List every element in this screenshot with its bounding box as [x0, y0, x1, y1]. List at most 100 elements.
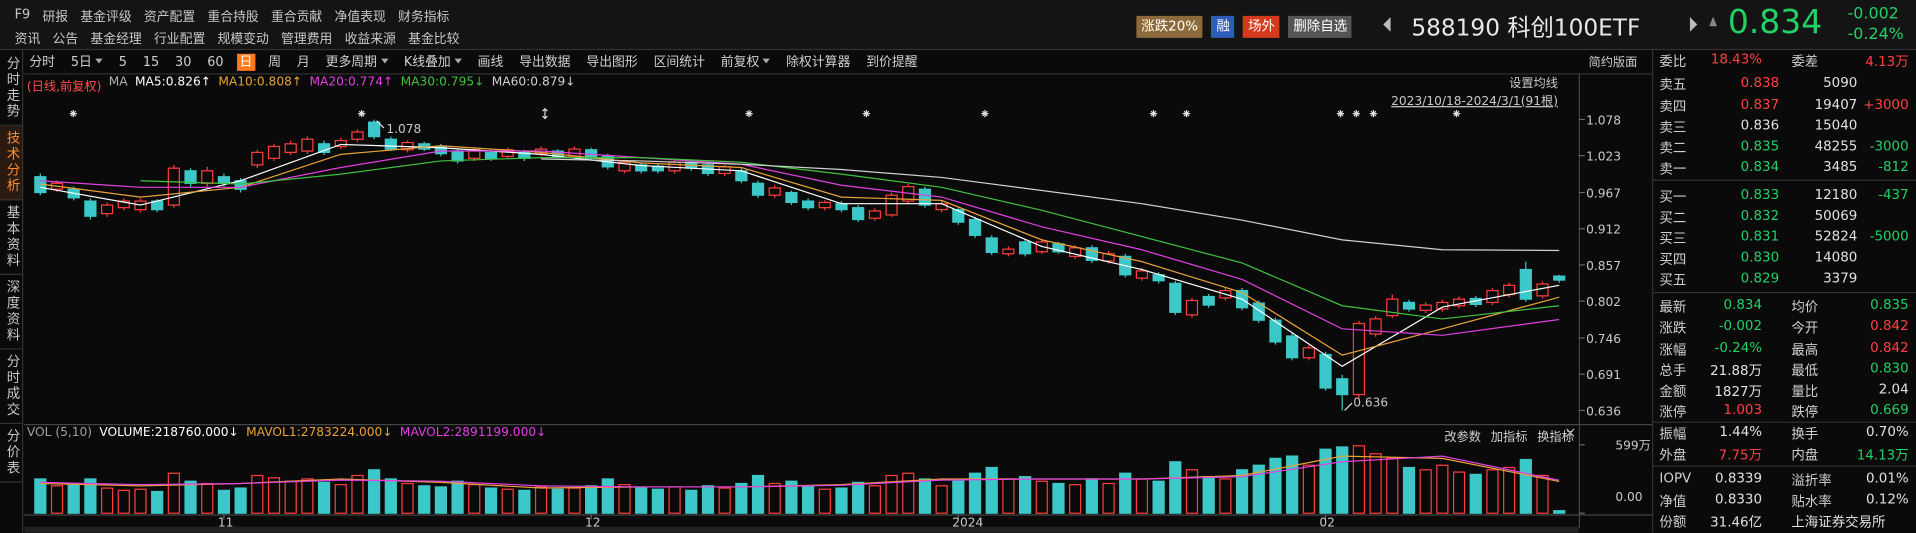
toolbar-item[interactable]: 周	[268, 54, 282, 70]
volume-bar	[718, 487, 731, 514]
volume-bar	[935, 485, 948, 514]
y-tick-label: 1.023	[1586, 150, 1621, 164]
label: 涨跌	[1659, 320, 1687, 337]
next-button[interactable]	[1689, 17, 1698, 32]
alert-icon[interactable]	[1709, 16, 1717, 27]
toolbar-item[interactable]: 画线	[477, 54, 504, 70]
panel-button[interactable]: 换指标	[1537, 431, 1574, 445]
side-tab[interactable]: 分时成交	[0, 349, 22, 425]
volume: 50069	[1814, 207, 1858, 224]
volume-bar	[151, 490, 164, 514]
price: 0.833	[1740, 186, 1780, 203]
volume-bar	[518, 489, 531, 514]
event-icon	[1182, 109, 1191, 118]
tag[interactable]: 涨跌20%	[1136, 15, 1203, 38]
menu-item[interactable]: 规模变动	[217, 31, 269, 47]
menu-item[interactable]: 公告	[52, 31, 79, 47]
candle-body	[868, 210, 881, 219]
candle-body	[818, 201, 831, 209]
event-icon	[981, 109, 989, 118]
side-tab[interactable]: 分价表	[0, 424, 22, 483]
menu-item[interactable]: 行业配置	[153, 31, 206, 47]
menu-item[interactable]: 净值表现	[334, 9, 386, 25]
label: 卖三	[1659, 119, 1687, 136]
ma-setting[interactable]: 设置均线	[1509, 76, 1558, 90]
prev-button[interactable]	[1383, 17, 1391, 32]
volume-bar	[368, 469, 381, 514]
delta: -3000	[1869, 138, 1909, 154]
volume-bar	[1269, 457, 1282, 514]
menu-item[interactable]: 基金比较	[408, 31, 460, 47]
panel-button[interactable]: 改参数	[1444, 431, 1481, 445]
scrollbar[interactable]	[24, 526, 1579, 533]
toolbar-item[interactable]: 15	[142, 54, 160, 70]
menu-item[interactable]: 资讯	[14, 31, 41, 47]
volume-bar	[835, 487, 848, 514]
volume-bar	[1135, 478, 1149, 514]
menu-item[interactable]: 研报	[42, 9, 69, 25]
side-tab[interactable]: 分时走势	[0, 51, 22, 126]
menu-item[interactable]: 基金经理	[90, 31, 142, 47]
volume-bar	[1553, 510, 1566, 514]
volume-bar	[451, 480, 464, 514]
toolbar-item[interactable]: 导出数据	[519, 54, 571, 70]
last-price: 0.834	[1727, 3, 1823, 42]
menu-item[interactable]: 收益来源	[344, 31, 396, 47]
candle-body	[1519, 268, 1532, 300]
candle-body	[1085, 247, 1098, 261]
menu-item[interactable]: F9	[14, 7, 31, 22]
menu-item[interactable]: 基金评级	[80, 9, 132, 25]
candle-body	[618, 161, 631, 172]
menu-item[interactable]: 资产配置	[143, 9, 196, 25]
volume: 5090	[1823, 74, 1858, 91]
volume-bar	[1052, 482, 1065, 514]
toolbar-item[interactable]: 5日	[68, 54, 105, 71]
menu-item[interactable]: 重合贡献	[270, 9, 323, 25]
price: 0.830	[1740, 249, 1780, 266]
volume-bar	[852, 481, 865, 514]
toolbar-item[interactable]: 月	[296, 54, 310, 70]
layout-button[interactable]: 简约版面	[1589, 54, 1638, 69]
toolbar-item[interactable]: 前复权	[718, 54, 772, 71]
legend-item: MA60:0.879↓	[491, 75, 576, 90]
close-icon[interactable]: ×	[1564, 424, 1577, 442]
menu-item[interactable]: 重合持股	[207, 9, 259, 25]
panel-button[interactable]: 加指标	[1490, 431, 1528, 445]
side-tab[interactable]: 深度资料	[0, 275, 22, 350]
label: 委比	[1659, 53, 1687, 70]
toolbar-item[interactable]: 区间统计	[653, 54, 705, 70]
value: 0.01%	[1865, 470, 1909, 487]
toolbar-item[interactable]: 到价提醒	[866, 54, 918, 70]
tag[interactable]: 删除自选	[1288, 15, 1353, 38]
toolbar-item[interactable]: 分时	[29, 54, 55, 70]
toolbar-item[interactable]: 更多周期	[323, 54, 390, 71]
toolbar-item[interactable]: 日	[237, 53, 255, 71]
price: 0.836	[1740, 117, 1780, 134]
y-tick-label: 0.967	[1586, 186, 1621, 200]
menu-item[interactable]: 管理费用	[281, 31, 333, 47]
label: 净值	[1659, 493, 1687, 510]
menu-item[interactable]: 财务指标	[398, 9, 450, 25]
volume-bar	[735, 482, 748, 514]
y-tick-label: 0.00	[1615, 490, 1642, 504]
side-tab[interactable]: 技术分析	[0, 125, 22, 201]
candle-body	[1269, 319, 1282, 343]
tag[interactable]: 场外	[1243, 15, 1280, 38]
candle-body	[1018, 241, 1032, 255]
label: 涨幅	[1659, 342, 1687, 359]
tag[interactable]: 融	[1211, 15, 1235, 38]
candle-body	[167, 167, 180, 206]
toolbar-item[interactable]: 除权计算器	[786, 54, 851, 70]
toolbar-item[interactable]: 5	[118, 54, 127, 70]
volume-bar	[918, 478, 932, 514]
legend-item: MAVOL2:2891199.000↓	[399, 426, 547, 440]
candle-body	[635, 164, 648, 172]
price: 0.829	[1740, 270, 1780, 286]
toolbar-item[interactable]: 导出图形	[586, 54, 638, 70]
toolbar-item[interactable]: K线叠加	[401, 54, 464, 71]
toolbar-item[interactable]: 60	[207, 54, 224, 70]
toolbar-item[interactable]: 30	[175, 54, 192, 70]
side-tab[interactable]: 基本资料	[0, 200, 22, 275]
value: 0.835	[1870, 296, 1909, 313]
quote-row: 委比 18.43% 委差 4.13万	[1659, 51, 1911, 71]
